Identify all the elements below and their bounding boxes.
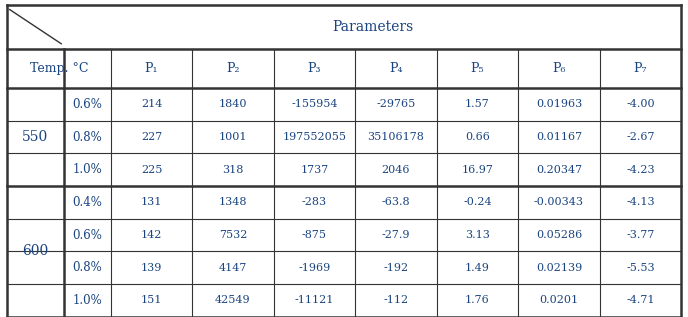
Text: 0.01167: 0.01167: [536, 132, 582, 142]
Text: 1.0%: 1.0%: [72, 163, 103, 176]
Text: 197552055: 197552055: [283, 132, 347, 142]
Text: -1969: -1969: [299, 263, 331, 273]
Text: P₅: P₅: [471, 62, 484, 75]
Text: 1737: 1737: [301, 165, 329, 175]
Text: -63.8: -63.8: [382, 197, 410, 207]
Text: 7532: 7532: [219, 230, 247, 240]
Text: 2046: 2046: [382, 165, 410, 175]
Text: 1.0%: 1.0%: [72, 294, 103, 307]
Text: P₁: P₁: [144, 62, 158, 75]
Text: 1.57: 1.57: [465, 100, 490, 109]
Text: P₄: P₄: [389, 62, 402, 75]
Text: 131: 131: [141, 197, 162, 207]
Text: -4.13: -4.13: [626, 197, 655, 207]
Text: 0.66: 0.66: [465, 132, 490, 142]
Text: -5.53: -5.53: [626, 263, 655, 273]
Text: -0.24: -0.24: [463, 197, 492, 207]
Text: 1001: 1001: [219, 132, 247, 142]
Text: 1348: 1348: [219, 197, 247, 207]
Text: 600: 600: [22, 244, 49, 258]
Text: 0.05286: 0.05286: [536, 230, 582, 240]
Text: P₇: P₇: [634, 62, 647, 75]
Text: 318: 318: [222, 165, 244, 175]
Text: -4.71: -4.71: [626, 295, 654, 305]
Text: 0.6%: 0.6%: [72, 98, 103, 111]
Text: 0.20347: 0.20347: [536, 165, 582, 175]
Text: 151: 151: [141, 295, 162, 305]
Text: -11121: -11121: [294, 295, 334, 305]
Text: 4147: 4147: [219, 263, 247, 273]
Text: 42549: 42549: [215, 295, 251, 305]
Text: 3.13: 3.13: [465, 230, 490, 240]
Text: 0.6%: 0.6%: [72, 229, 103, 242]
Text: -2.67: -2.67: [626, 132, 654, 142]
Text: 225: 225: [141, 165, 162, 175]
Text: -192: -192: [383, 263, 409, 273]
Text: -155954: -155954: [291, 100, 338, 109]
Text: 0.01963: 0.01963: [536, 100, 582, 109]
Text: -283: -283: [302, 197, 327, 207]
Text: P₂: P₂: [226, 62, 239, 75]
Text: 16.97: 16.97: [462, 165, 493, 175]
Text: P₃: P₃: [308, 62, 321, 75]
Text: Parameters: Parameters: [332, 20, 413, 34]
Text: -875: -875: [302, 230, 327, 240]
Text: 214: 214: [141, 100, 162, 109]
Text: 0.0201: 0.0201: [539, 295, 579, 305]
Text: -4.23: -4.23: [626, 165, 655, 175]
Text: 1840: 1840: [219, 100, 247, 109]
Text: 1.49: 1.49: [465, 263, 490, 273]
Text: -4.00: -4.00: [626, 100, 655, 109]
Text: Temp. °C: Temp. °C: [30, 62, 88, 75]
Text: 1.76: 1.76: [465, 295, 490, 305]
Text: 0.4%: 0.4%: [72, 196, 103, 209]
Text: P₆: P₆: [552, 62, 566, 75]
Text: 550: 550: [22, 130, 49, 144]
Text: -0.00343: -0.00343: [534, 197, 584, 207]
Text: 142: 142: [141, 230, 162, 240]
Text: -27.9: -27.9: [382, 230, 410, 240]
Text: -3.77: -3.77: [626, 230, 654, 240]
Text: 139: 139: [141, 263, 162, 273]
Text: -112: -112: [383, 295, 409, 305]
Text: 0.8%: 0.8%: [72, 261, 103, 274]
Text: -29765: -29765: [376, 100, 416, 109]
Text: 0.8%: 0.8%: [72, 131, 103, 144]
Text: 0.02139: 0.02139: [536, 263, 582, 273]
Text: 35106178: 35106178: [367, 132, 424, 142]
Text: 227: 227: [141, 132, 162, 142]
